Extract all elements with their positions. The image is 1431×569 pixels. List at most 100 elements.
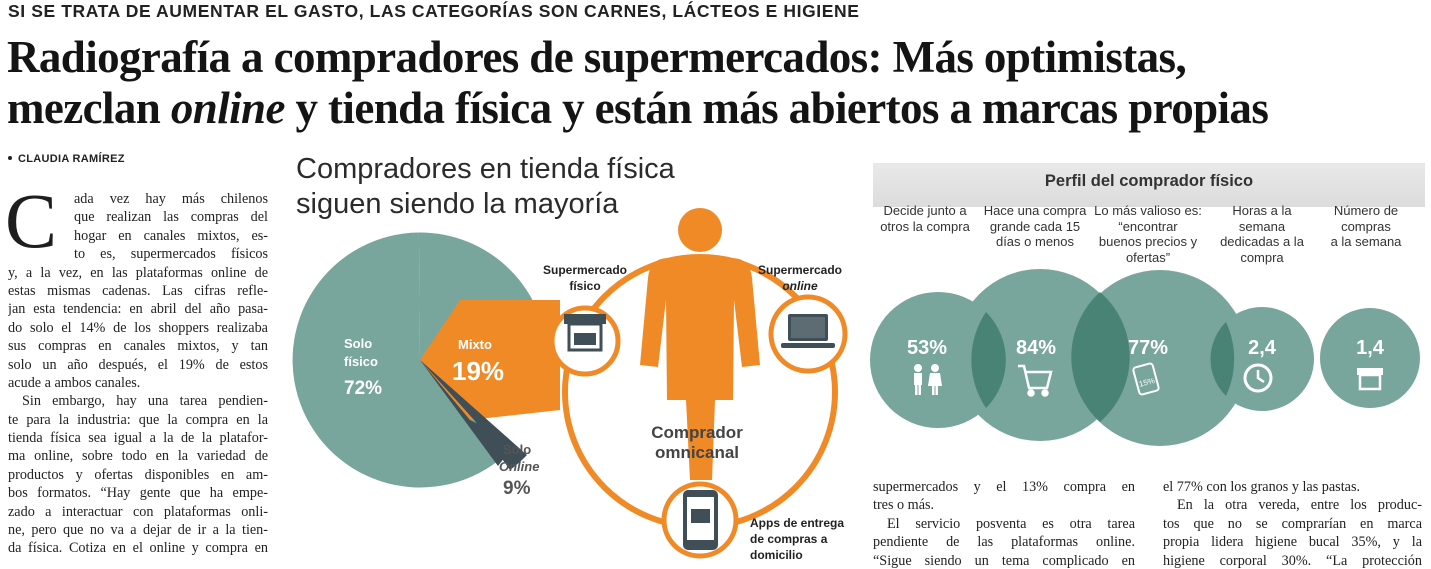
perfil-value-1: 53% (907, 337, 947, 359)
node-apps-label-3: domicilio (750, 548, 803, 562)
text-line: El servicio posventa es otra tarea (887, 515, 1135, 532)
text-line: ma online, sobre todo en la variedad de (8, 448, 268, 465)
perfil-header-5: Número de compras a la semana (1311, 203, 1421, 250)
node-fisico-label-1: Supermercado (543, 263, 627, 277)
perfil-header-line: dedicadas a la (1220, 234, 1304, 249)
perfil-title-band (873, 163, 1425, 207)
text-line: to es, supermercados físicos (74, 246, 268, 263)
text-line: el 77% con los granos y las pastas. (1163, 479, 1361, 495)
text-line: higiene corporal 30%. “La protección (1163, 552, 1422, 569)
pie-label-solo-online-1: Solo (503, 442, 531, 457)
article-column-3: el 77% con los granos y las pastas. En l… (1163, 478, 1422, 569)
text-line: y, a la vez, en las plataformas online d… (8, 264, 268, 281)
article-column-2: supermercados y el 13% compra en tres o … (873, 478, 1135, 569)
pie-slice-solo-online-edge (420, 360, 527, 470)
headline-italic: online (170, 83, 286, 133)
text-line: “Sigue siendo un tema complicado en (873, 552, 1135, 569)
perfil-header-line: Hace una compra (983, 203, 1087, 218)
overlap-3-4 (1210, 322, 1235, 396)
text-line: estas mismas cadenas. Las cifras refle- (8, 282, 268, 299)
infographic-title: Compradores en tienda física siguen sien… (296, 152, 675, 222)
node-online-label-2: online (782, 279, 818, 293)
text-line: tos que no se comprarían en marca (1163, 515, 1422, 532)
text-line: do solo el 14% de los shoppers realizaba (8, 319, 268, 336)
perfil-header-line: Lo más valioso es: (1094, 203, 1202, 218)
node-supermercado-fisico (549, 305, 621, 377)
headline-line-1: Radiografía a compradores de supermercad… (7, 32, 1187, 82)
phone-icon (683, 490, 718, 550)
pie-label-solo-fisico-1: Solo (344, 336, 372, 351)
perfil-title: Perfil del comprador físico (1044, 172, 1254, 190)
perfil-header-line: grande cada 15 (989, 218, 1081, 234)
perfil-header-line: otros la compra (880, 218, 970, 234)
perfil-header-line: semana (1238, 218, 1286, 234)
perfil-value-3: 77% (1128, 337, 1168, 359)
pie-label-mixto: Mixto (458, 337, 492, 352)
store-icon (1357, 368, 1383, 391)
overlap-2-3 (1071, 292, 1130, 422)
perfil-value-2: 84% (1016, 337, 1056, 359)
byline: CLAUDIA RAMÍREZ (8, 153, 125, 165)
text-line: pendiente de las plataformas online. (873, 534, 1135, 551)
perfil-header-line: compra (1240, 249, 1284, 265)
pie-slice-solo-online (420, 360, 511, 466)
overlap-1-2 (971, 312, 1006, 408)
center-label-2: omnicanal (655, 443, 739, 462)
perfil-circle-4 (1210, 307, 1314, 411)
node-apps-entrega (661, 481, 739, 559)
perfil-header-line: “encontrar (1118, 218, 1178, 234)
text-line: bos formatos. “Hay gente que ha empe- (8, 485, 268, 502)
perfil-header-4: Horas a la semana dedicadas a la compra (1207, 203, 1317, 265)
text-line: que realizan las compras del (74, 209, 268, 226)
headline-part-a: mezclan (7, 83, 171, 133)
text-line: tres o más. (873, 497, 935, 514)
perfil-header-line: días o menos (995, 234, 1075, 249)
headline-line-2: mezclan online y tienda física y están m… (7, 83, 1427, 134)
text-line: sus compras en canales mixtos, y tan (8, 338, 268, 355)
perfil-circles: 53% 84% 77% 2,4 1,4 15% (870, 269, 1420, 446)
pie-slice-mixto-highlight (420, 300, 560, 420)
node-supermercado-online (768, 294, 848, 374)
text-line: propia lidera higiene bucal 35%, y la (1163, 534, 1422, 551)
perfil-value-5: 1,4 (1356, 337, 1385, 359)
omnichannel-infographic: Solo físico 72% Mixto 19% Solo Online 9%… (292, 208, 848, 562)
text-line: ada vez hay más chilenos (74, 191, 268, 207)
pie-value-solo-online: 9% (503, 478, 531, 499)
node-apps-label-1: Apps de entrega (750, 516, 844, 530)
text-line: solo un año después, el 19% de estos (8, 356, 268, 373)
text-line: ne, pero que no va a dejar de ir a la ti… (8, 522, 268, 539)
pie-slice-solo-fisico (292, 232, 511, 488)
store-icon (564, 314, 606, 352)
infographic-title-line-2: siguen siendo la mayoría (296, 188, 619, 220)
node-online-label-1: Supermercado (758, 263, 842, 277)
perfil-header-1: Decide junto a otros la compra (870, 203, 980, 234)
text-line: acude a ambos canales. (8, 374, 141, 391)
cart-icon (1018, 364, 1053, 397)
price-tag-text: 15% (1138, 376, 1156, 389)
perfil-header-2: Hace una compra grande cada 15 días o me… (980, 203, 1090, 250)
perfil-header-line: a la semana (1330, 234, 1402, 249)
perfil-header-line: Decide junto a (883, 203, 967, 218)
perfil-header-line: Horas a la (1232, 203, 1292, 218)
pie-value-mixto: 19% (452, 356, 504, 386)
text-line: tienda física sea igual a la de la plata… (8, 430, 268, 447)
headline: Radiografía a compradores de supermercad… (7, 32, 1427, 134)
text-line: da física. Cotiza en el online y compra … (8, 540, 268, 557)
pie-label-solo-online-2: Online (499, 459, 539, 474)
kicker: SI SE TRATA DE AUMENTAR EL GASTO, LAS CA… (8, 1, 860, 21)
perfil-circle-5 (1320, 308, 1420, 408)
article-column-1: ada vez hay más chilenos que realizan la… (8, 190, 268, 558)
node-apps-label-2: de compras a (750, 532, 828, 546)
bullet-icon (8, 156, 12, 161)
byline-author: CLAUDIA RAMÍREZ (18, 153, 125, 165)
pie-label-solo-fisico-2: físico (344, 354, 378, 369)
person-figure-icon (640, 208, 760, 480)
clock-icon (1243, 363, 1273, 393)
text-line: jan esta tendencia: en abril del año pas… (8, 301, 268, 318)
text-line: productos y ofertas disponibles en am- (8, 466, 268, 483)
text-line: Sin embargo, hay una tarea pendien- (22, 393, 268, 410)
perfil-value-4: 2,4 (1248, 337, 1277, 359)
pie-value-solo-fisico: 72% (344, 378, 382, 399)
node-fisico-label-2: físico (569, 279, 600, 293)
perfil-header-line: compras (1341, 218, 1391, 234)
